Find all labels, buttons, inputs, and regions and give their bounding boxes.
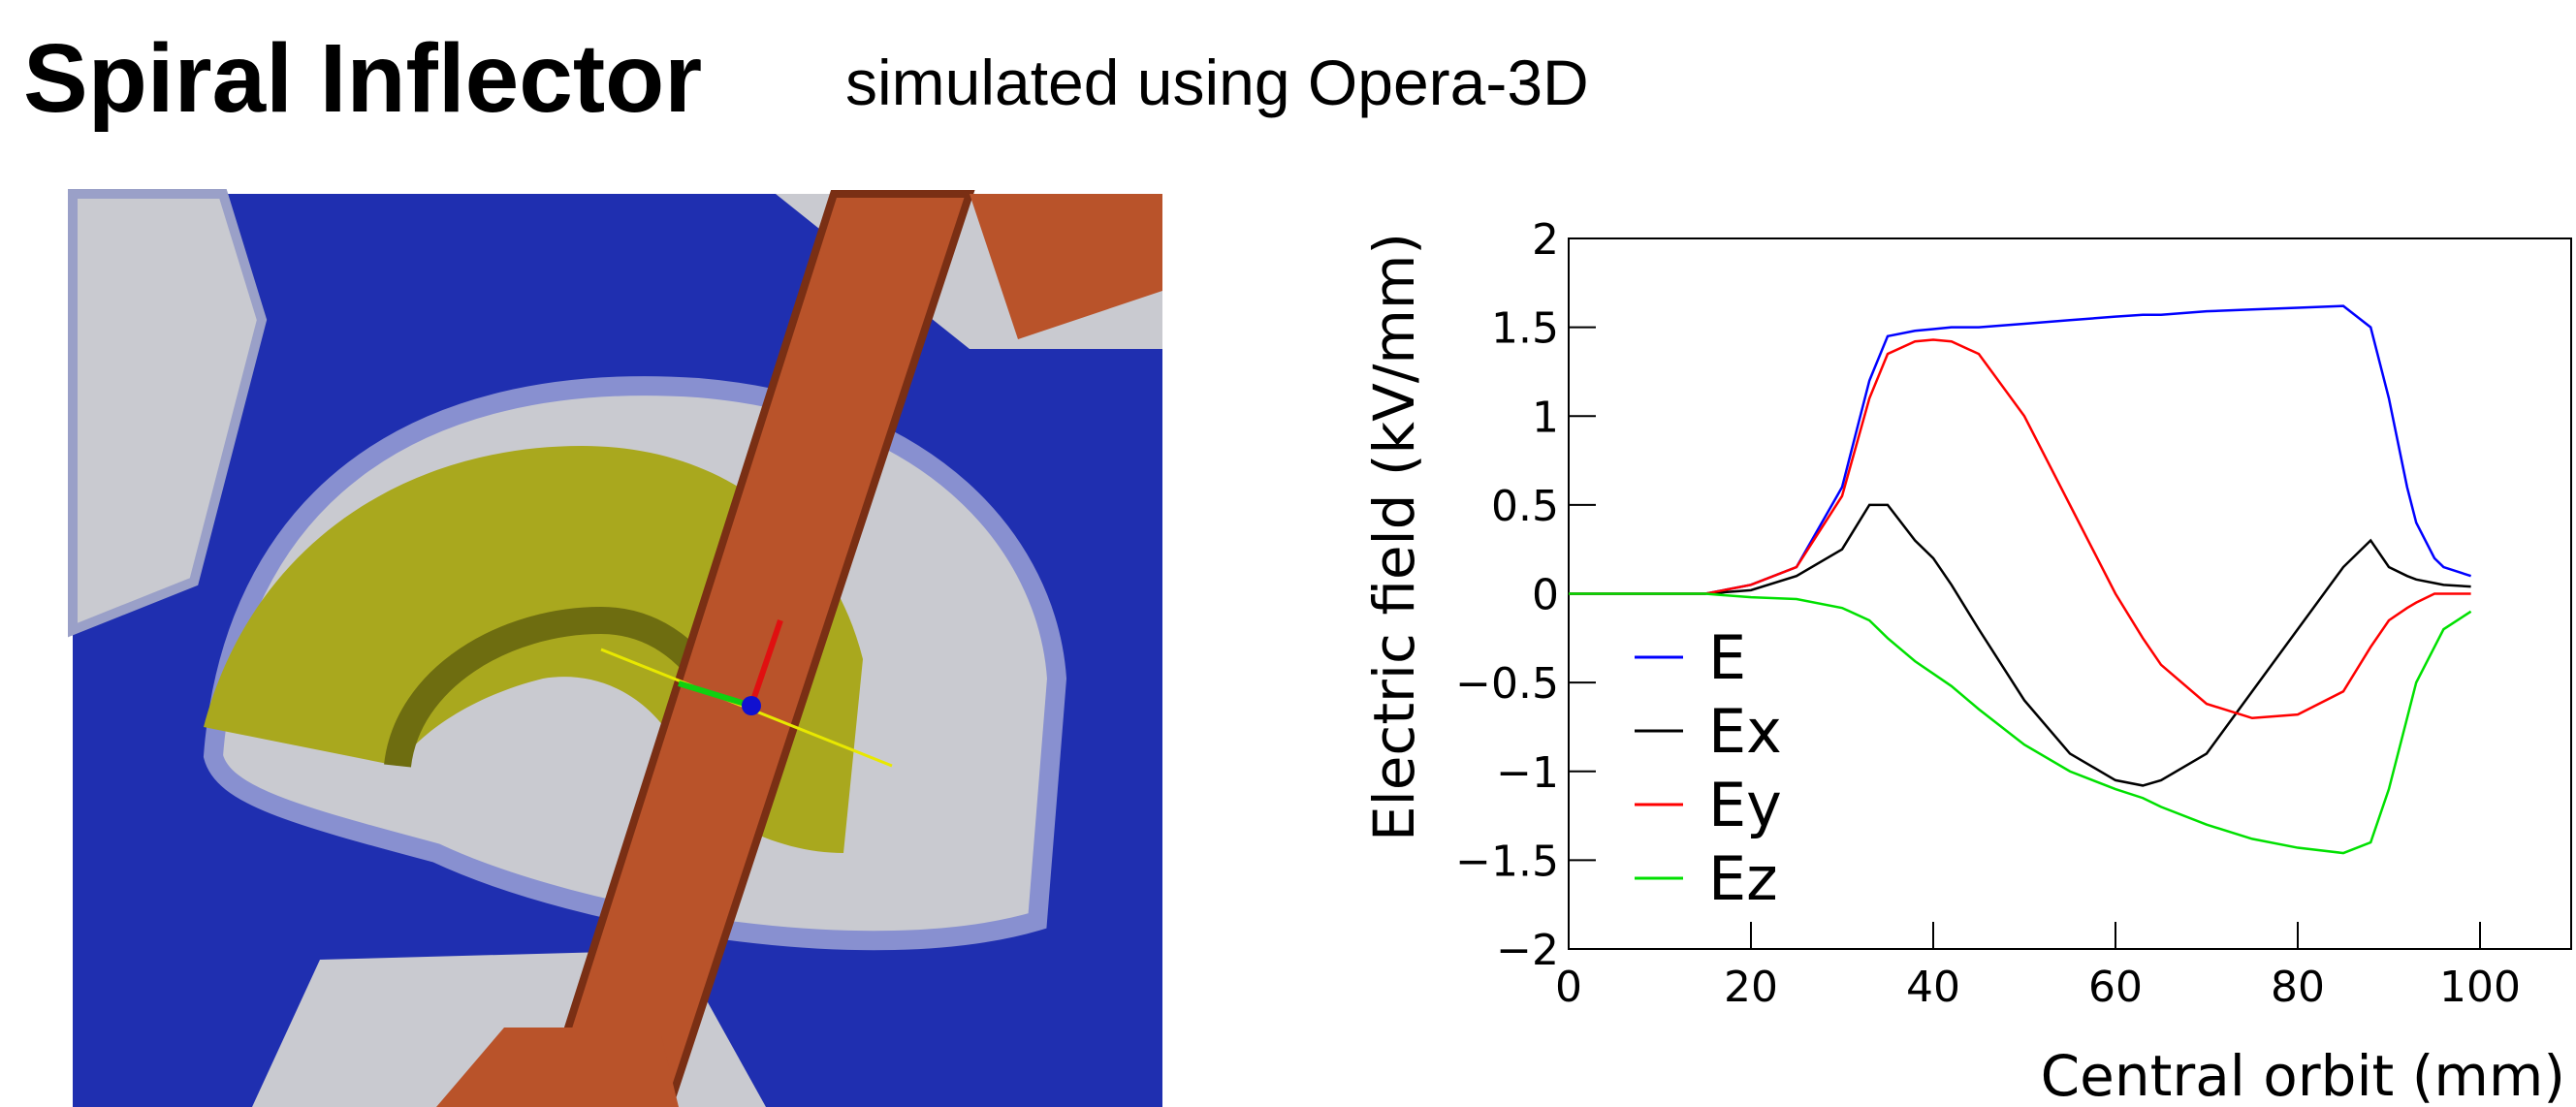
series-line <box>1569 339 2471 717</box>
legend-label: Ex <box>1708 696 1782 767</box>
x-tick-label: 40 <box>1906 963 1960 1012</box>
legend-label: Ez <box>1708 843 1778 914</box>
x-tick-label: 0 <box>1555 963 1582 1012</box>
y-tick-label: 1 <box>1532 393 1559 442</box>
y-tick-label: 2 <box>1532 215 1559 265</box>
slide: Spiral Inflector simulated using Opera-3… <box>0 0 2576 1107</box>
y-tick-label: −0.5 <box>1455 659 1559 709</box>
series-line <box>1569 594 2471 854</box>
x-tick-label: 100 <box>2439 963 2521 1012</box>
y-axis-label: Electric field (kV/mm) <box>1361 233 1427 841</box>
y-tick-label: −2 <box>1496 926 1559 975</box>
x-tick-label: 60 <box>2088 963 2143 1012</box>
legend-label: Ey <box>1708 770 1782 840</box>
x-axis-label: Central orbit (mm) <box>2041 1043 2565 1107</box>
series-line <box>1569 306 2471 594</box>
series-line <box>1569 505 2471 786</box>
y-tick-label: 1.5 <box>1491 304 1559 354</box>
page: Spiral Inflector simulated using Opera-3… <box>0 0 2576 1107</box>
simulation-render <box>73 194 1162 1107</box>
y-tick-label: 0.5 <box>1491 482 1559 531</box>
y-tick-label: −1.5 <box>1455 837 1559 886</box>
slide-title: Spiral Inflector <box>23 24 702 133</box>
slide-subtitle: simulated using Opera-3D <box>845 47 1589 118</box>
x-tick-label: 20 <box>1724 963 1778 1012</box>
x-tick-label: 80 <box>2271 963 2325 1012</box>
y-tick-label: 0 <box>1532 571 1559 620</box>
legend-label: E <box>1708 622 1746 693</box>
y-tick-label: −1 <box>1496 748 1559 798</box>
